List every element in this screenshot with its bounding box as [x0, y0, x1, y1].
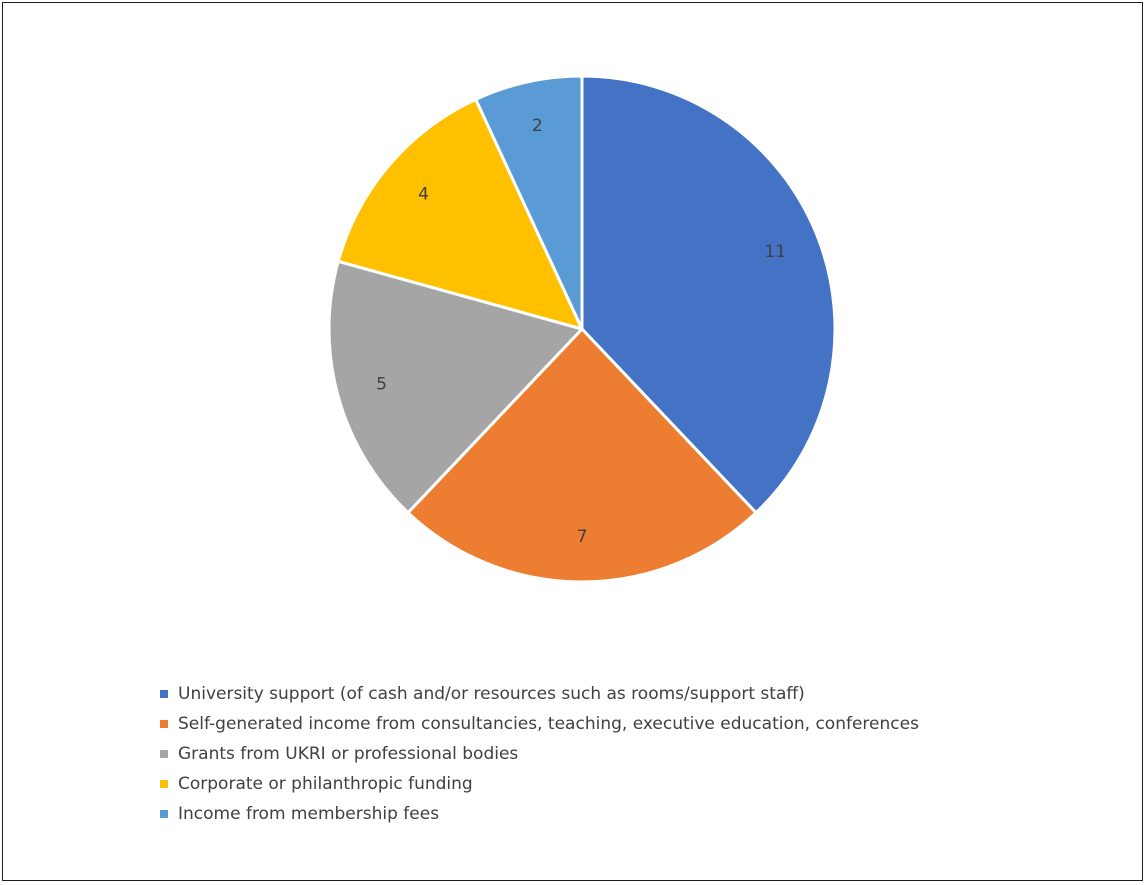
pie-slice-grants-from-ukri-or-professional-bodies — [327, 259, 584, 515]
legend-swatch — [160, 720, 168, 728]
data-label-university-support-of-cash-and-or-resour: 11 — [764, 242, 786, 262]
legend-item-membership-fees: Income from membership fees — [160, 800, 919, 828]
data-label-income-from-membership-fees: 2 — [532, 116, 543, 136]
pie-slice-university-support-of-cash-and-or-resour — [580, 74, 837, 515]
legend-item-corporate-funding: Corporate or philanthropic funding — [160, 770, 919, 798]
legend-swatch — [160, 690, 168, 698]
legend-swatch — [160, 750, 168, 758]
pie-slices — [327, 74, 837, 584]
legend-item-university-support: University support (of cash and/or resou… — [160, 680, 919, 708]
legend-swatch — [160, 810, 168, 818]
pie-data-labels: 11 7 5 4 2 — [376, 116, 786, 547]
pie-slice-self-generated-income-from-consultancies — [406, 327, 758, 584]
data-label-grants-from-ukri-or-professional-bodies: 5 — [376, 375, 387, 395]
data-label-self-generated-income-from-consultancies: 7 — [577, 527, 588, 547]
legend-swatch — [160, 780, 168, 788]
legend-item-grants: Grants from UKRI or professional bodies — [160, 740, 919, 768]
legend-label: Income from membership fees — [178, 804, 440, 824]
legend-label: University support (of cash and/or resou… — [178, 684, 805, 704]
pie-slice-corporate-or-philanthropic-funding — [336, 97, 584, 331]
legend-label: Grants from UKRI or professional bodies — [178, 744, 519, 764]
legend-label: Self-generated income from consultancies… — [178, 714, 919, 734]
legend-item-self-generated-income: Self-generated income from consultancies… — [160, 710, 919, 738]
legend: University support (of cash and/or resou… — [160, 680, 919, 830]
legend-label: Corporate or philanthropic funding — [178, 774, 473, 794]
pie-slice-income-from-membership-fees — [474, 74, 584, 331]
data-label-corporate-or-philanthropic-funding: 4 — [418, 184, 429, 204]
